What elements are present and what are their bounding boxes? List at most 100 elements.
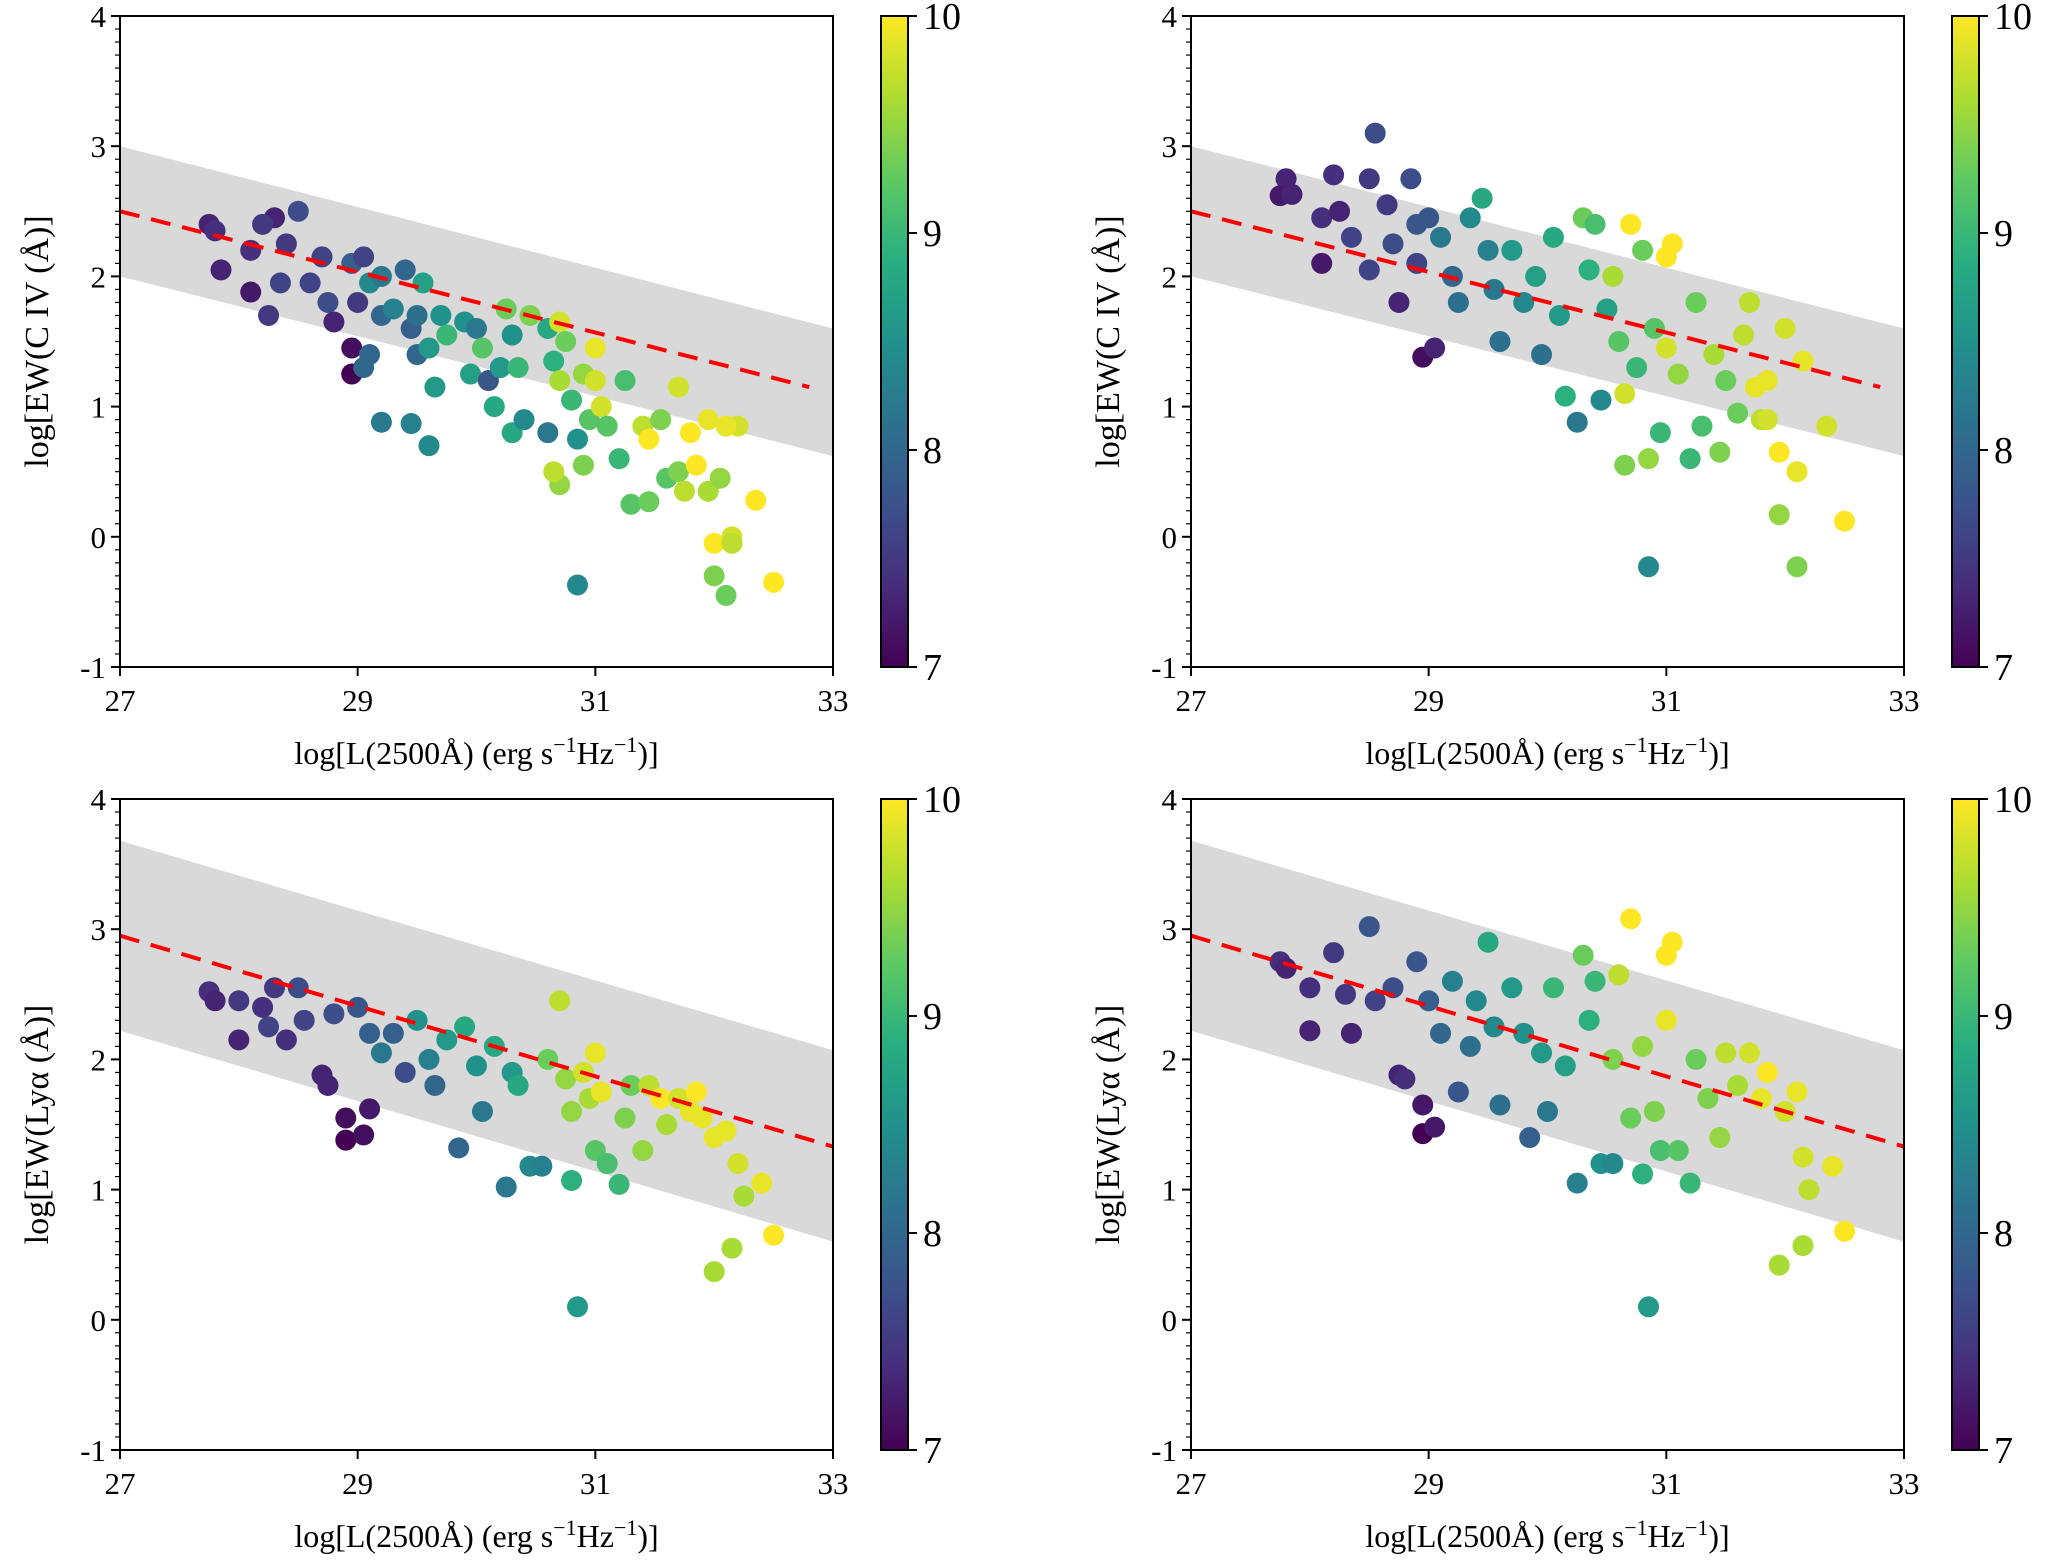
data-point: [1786, 1081, 1808, 1103]
data-point: [733, 1185, 755, 1207]
x-axis-label-part: )]: [1708, 735, 1729, 771]
data-point: [715, 584, 737, 606]
data-point: [596, 1153, 618, 1175]
colorbar-tick-label: 8: [1994, 1213, 2013, 1255]
data-point: [1340, 226, 1362, 248]
x-tick-label: 33: [1889, 1466, 1920, 1501]
y-tick-label: -1: [80, 650, 106, 685]
y-tick-label: 0: [91, 520, 107, 555]
data-point: [1584, 213, 1606, 235]
data-point: [1715, 370, 1737, 392]
data-point: [1489, 331, 1511, 352]
data-point: [632, 1140, 654, 1162]
data-point: [418, 1048, 440, 1070]
data-point: [1643, 1100, 1665, 1122]
data-point: [353, 246, 375, 268]
data-point: [1519, 1127, 1541, 1149]
data-point: [1786, 556, 1808, 578]
data-point: [275, 1029, 297, 1051]
data-point: [501, 324, 523, 346]
data-point: [1299, 1020, 1321, 1042]
data-point: [258, 1016, 280, 1038]
data-point: [359, 1098, 381, 1120]
data-point: [240, 281, 262, 303]
data-point: [549, 990, 571, 1012]
data-point: [1364, 122, 1386, 144]
colorbar: 7 8 9 10: [1951, 0, 2032, 689]
data-point: [638, 428, 660, 450]
data-point: [1816, 415, 1838, 437]
data-point: [1756, 1061, 1778, 1083]
data-point: [745, 489, 767, 511]
data-point: [1471, 187, 1493, 209]
data-point: [1608, 331, 1630, 352]
data-point: [400, 413, 422, 435]
x-tick-label: 29: [342, 683, 373, 718]
data-point: [1358, 168, 1380, 190]
data-point: [614, 370, 636, 392]
data-point: [466, 317, 487, 339]
data-point: [359, 344, 381, 366]
data-point: [252, 213, 274, 235]
plot-area: [1191, 840, 1904, 1318]
data-point: [1542, 226, 1564, 248]
data-point: [1531, 344, 1553, 366]
data-point: [394, 1061, 416, 1083]
data-point: [1441, 970, 1463, 992]
data-point: [1323, 942, 1345, 964]
data-point: [1501, 977, 1523, 999]
data-point: [537, 422, 559, 444]
data-point: [424, 376, 446, 398]
data-point: [406, 1009, 428, 1031]
data-point: [1424, 337, 1446, 359]
data-point: [1394, 1068, 1416, 1090]
data-point: [638, 491, 660, 513]
y-tick-label: 1: [91, 390, 107, 425]
data-point: [210, 259, 232, 281]
y-tick-label: 2: [1162, 1042, 1178, 1077]
data-point: [1578, 259, 1600, 281]
x-axis-label: log[L(2500Å) (erg s−1Hz−1)]: [1365, 732, 1729, 772]
data-point: [668, 461, 690, 483]
x-tick-label: 31: [580, 1466, 611, 1501]
data-point: [685, 1081, 707, 1103]
data-point: [763, 571, 785, 593]
data-point: [584, 337, 606, 359]
data-point: [1727, 1074, 1749, 1096]
data-point: [1667, 363, 1689, 385]
data-point: [1632, 1163, 1654, 1185]
data-point: [721, 532, 743, 554]
data-point: [466, 1055, 487, 1077]
data-point: [703, 565, 725, 587]
data-point: [335, 1107, 357, 1129]
data-point: [436, 324, 458, 346]
data-point: [1661, 931, 1683, 953]
data-point: [1406, 951, 1428, 973]
data-point: [1626, 357, 1648, 379]
data-point: [1709, 441, 1731, 463]
data-point: [1447, 291, 1469, 313]
data-point: [252, 996, 274, 1018]
data-point: [590, 1081, 612, 1103]
x-axis-label-part: log[L(2500Å) (erg s: [294, 1518, 553, 1554]
x-axis-label-part: −1: [553, 732, 576, 757]
y-tick-label: 3: [91, 912, 107, 947]
x-tick-label: 27: [1176, 1466, 1207, 1501]
data-point: [537, 1048, 559, 1070]
data-point: [335, 1129, 357, 1151]
data-point: [561, 1100, 583, 1122]
data-point: [697, 409, 719, 431]
data-point: [1649, 1140, 1671, 1162]
data-point: [1483, 1016, 1505, 1038]
data-point: [1632, 1035, 1654, 1057]
data-point: [1459, 207, 1481, 229]
fit-line: [120, 209, 810, 390]
data-point: [1311, 207, 1333, 229]
colorbar-tick-label: 10: [1994, 779, 2032, 821]
x-axis-label-part: Hz: [577, 735, 614, 771]
data-point: [691, 1107, 713, 1129]
data-point: [370, 411, 392, 433]
data-point: [1649, 422, 1671, 444]
data-point: [1323, 164, 1345, 186]
y-tick-label: 4: [1162, 782, 1178, 817]
